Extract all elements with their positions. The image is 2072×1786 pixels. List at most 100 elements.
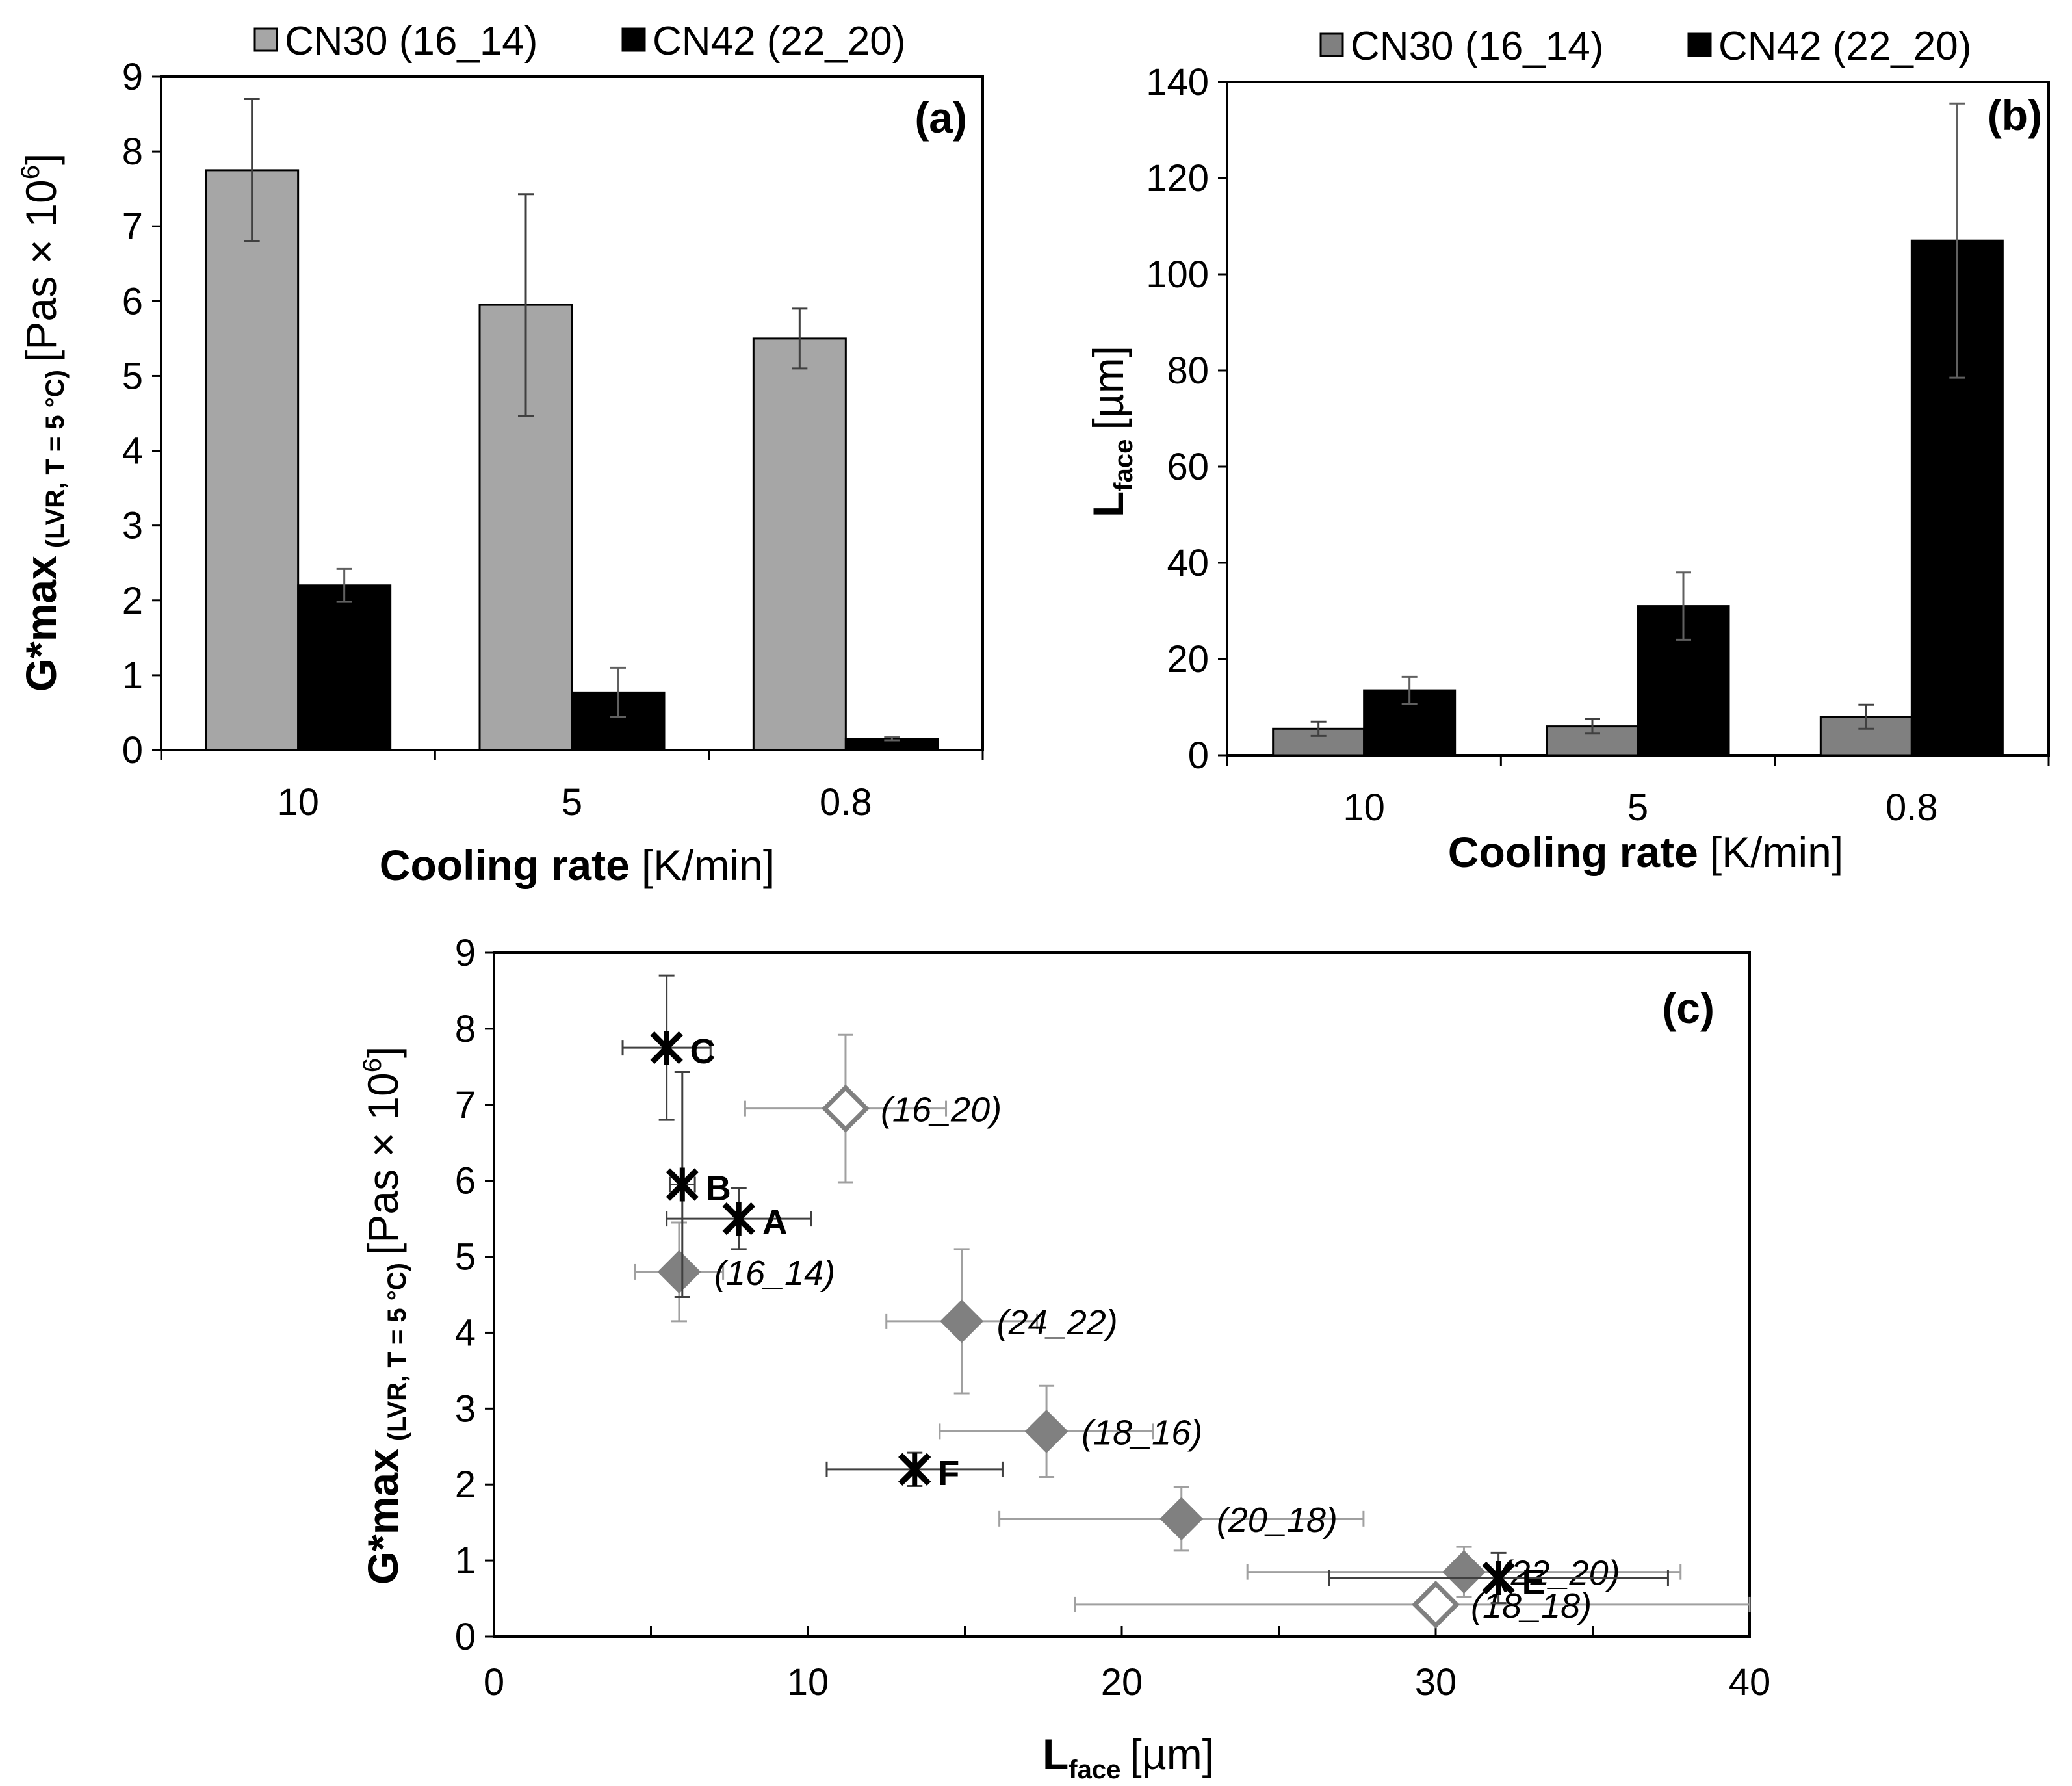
x-axis-title-b-unit: [K/min] [1710,828,1843,876]
y-tick-label: 6 [122,280,143,322]
y-tick-label: 5 [455,1236,476,1278]
marker-diamond [657,1250,701,1294]
y-tick-label: 140 [1146,61,1209,103]
y-tick-label: 3 [455,1388,476,1430]
marker-diamond [1159,1497,1204,1541]
x-tick-label: 5 [1627,786,1648,829]
y-tick-label: 7 [122,205,143,248]
y-tick-label: 80 [1167,350,1209,392]
y-tick-label: 0 [122,729,143,771]
y-axis-title-a-sub: (LVR, T = 5 °C) [41,370,70,548]
y-tick-label: 9 [122,56,143,98]
bar-cn30 [205,169,300,751]
panel-label-a: (a) [914,94,967,142]
legend-swatch-cn42 [1687,32,1712,57]
x-axis-title-c-unit: [µm] [1130,1730,1214,1778]
bar-cn30 [752,337,847,751]
x-axis-title-a-unit: [K/min] [641,841,775,889]
y-tick-label: 2 [122,580,143,622]
y-axis-title-a: G*max (LVR, T = 5 °C) [Pas × 106] [16,153,70,692]
point-label-b: B [706,1169,731,1208]
y-tick-label: 20 [1167,638,1209,680]
y-axis-title-c-exp: 6 [358,1058,387,1072]
point-label-a: A [762,1203,788,1242]
x-tick-label: 40 [1729,1661,1771,1703]
y-axis-title-c: G*max (LVR, T = 5 °C) [Pas × 106] [358,1046,411,1585]
plot-area-a: 0 1 2 3 4 5 6 7 8 9 10 5 0.8 [122,56,984,823]
y-tick-label: 40 [1167,542,1209,584]
panel-label-b: (b) [1988,91,2042,139]
x-axis-title-b-bold: Cooling rate [1448,828,1698,876]
point-label-f: F [938,1454,959,1493]
y-axis-title-b: Lface [µm] [1084,346,1138,517]
plot-area-b: 0 20 40 60 80 100 120 140 10 5 0.8 [1146,61,2050,829]
y-tick-label: 7 [455,1084,476,1126]
y-tick-label: 60 [1167,446,1209,488]
y-axis-title-a-unit: [Pas × 10 [17,179,65,362]
y-axis-title-c-main: G*max [359,1449,407,1585]
point-label-c: C [690,1032,716,1071]
y-axis-title-b-unit: [µm] [1084,346,1132,430]
y-tick-label: 100 [1146,253,1209,296]
y-axis-title-c-close: ] [359,1046,407,1058]
y-axis-title-b-main: L [1084,491,1132,517]
chart-b: CN30 (16_14) CN42 (22_20) 0 20 40 60 80 100 12… [1084,24,2050,876]
y-tick-label: 4 [122,430,143,472]
point-label: (20_18) [1217,1501,1338,1540]
legend-label-cn30: CN30 (16_14) [285,19,537,64]
legend-swatch-cn42 [621,27,646,52]
y-axis-title-a-main: G*max [17,556,65,692]
y-tick-label: 0 [455,1616,476,1658]
x-tick-label: 10 [277,781,319,823]
marker-diamond-open [822,1084,870,1133]
point-label-e: E [1522,1562,1546,1601]
x-axis-title-a: Cooling rate [K/min] [380,841,775,889]
point-label: (18_18) [1471,1586,1592,1625]
x-tick-label: 0.8 [1885,786,1938,829]
y-tick-label: 5 [122,355,143,397]
y-tick-label: 8 [122,131,143,173]
point-label: (16_20) [881,1091,1002,1130]
chart-c: 0 1 2 3 4 5 6 7 8 9 0 10 20 30 40 (16_20) (16_14) (24_22)… [358,932,1770,1784]
marker-diamond-open [1412,1580,1460,1629]
x-tick-label: 30 [1415,1661,1457,1703]
legend-a: CN30 (16_14) CN42 (22_20) [253,19,905,64]
x-axis-title-c-main: L [1042,1730,1068,1778]
marker-diamond [1024,1409,1068,1453]
y-axis-title-a-close: ] [17,153,65,165]
x-axis-title-c-sub: face [1068,1755,1120,1784]
marker-diamond [1442,1550,1486,1594]
y-tick-label: 8 [455,1008,476,1050]
point-label: (16_14) [714,1254,835,1293]
y-axis-title-c-unit: [Pas × 10 [359,1072,407,1255]
y-tick-label: 1 [455,1540,476,1582]
legend-label-cn30: CN30 (16_14) [1351,24,1603,69]
x-tick-label: 0 [484,1661,504,1703]
y-tick-label: 9 [455,932,476,974]
y-axis-title-a-exp: 6 [16,165,45,179]
point-label: (18_16) [1081,1413,1202,1452]
y-tick-label: 3 [122,505,143,547]
x-axis-title-a-bold: Cooling rate [380,841,630,889]
legend-b: CN30 (16_14) CN42 (22_20) [1319,24,1971,69]
marker-diamond [940,1299,984,1343]
x-tick-label: 20 [1101,1661,1143,1703]
x-tick-label: 10 [1343,786,1385,829]
y-tick-label: 6 [455,1160,476,1202]
y-axis-title-b-sub: face [1109,439,1138,491]
panel-label-c: (c) [1662,984,1715,1032]
x-tick-label: 10 [787,1661,829,1703]
plot-area-c: 0 1 2 3 4 5 6 7 8 9 0 10 20 30 40 (16_20) (16_14) (24_22)… [455,932,1771,1703]
legend-label-cn42: CN42 (22_20) [1718,24,1971,69]
y-axis-title-c-sub: (LVR, T = 5 °C) [383,1263,411,1441]
legend-swatch-cn30 [253,27,278,52]
bar-cn42 [297,584,392,751]
x-tick-label: 5 [562,781,582,823]
y-tick-label: 2 [455,1464,476,1506]
point-label: (22_20) [1499,1554,1620,1593]
x-axis-title-b: Cooling rate [K/min] [1448,828,1843,876]
y-tick-label: 4 [455,1312,476,1354]
x-tick-label: 0.8 [820,781,872,823]
